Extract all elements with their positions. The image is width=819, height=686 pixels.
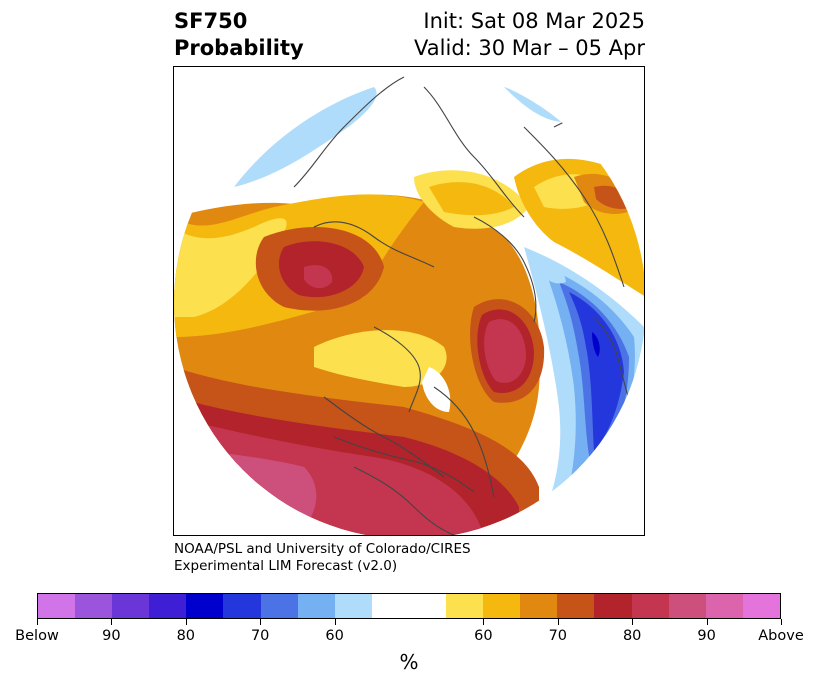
probability-contour (592, 332, 600, 357)
coastlines-borders (293, 76, 635, 535)
probability-contour (484, 319, 526, 383)
colorbar-unit: % (399, 650, 419, 674)
probability-contour (594, 185, 632, 210)
colorbar-bin (483, 594, 521, 618)
colorbar-bin (186, 594, 224, 618)
colorbar-tick-label: Above (758, 628, 804, 644)
probability-contour (304, 265, 333, 289)
colorbar-tick (111, 619, 113, 625)
probability-contour (422, 367, 451, 412)
probability-map (174, 67, 644, 535)
colorbar-tick-label: 80 (176, 628, 196, 644)
colorbar-tick-label: 90 (697, 628, 716, 644)
colorbar-tick (781, 619, 782, 625)
probability-contour (234, 87, 377, 187)
credit-line2: Experimental LIM Forecast (v2.0) (174, 558, 398, 574)
colorbar-tick-label: 60 (325, 628, 344, 644)
colorbar-bin (334, 594, 372, 618)
colorbar-bin (594, 594, 632, 618)
colorbar-bin (408, 594, 447, 618)
probability-contour (504, 87, 564, 122)
colorbar-tick-label: 70 (548, 628, 568, 644)
colorbar-bin (149, 594, 187, 618)
colorbar-tick (260, 619, 262, 625)
probability-contour (534, 260, 566, 284)
plot-title: SF750 Probability (174, 8, 304, 62)
colorbar-bin (297, 594, 335, 618)
colorbar-bin (631, 594, 669, 618)
colorbar (37, 593, 781, 619)
colorbar-bin (557, 594, 595, 618)
colorbar-bin (75, 594, 113, 618)
colorbar-tick (334, 619, 336, 625)
colorbar-bin (371, 594, 409, 618)
colorbar-tick-label: Below (15, 628, 59, 644)
colorbar-tick (557, 619, 559, 625)
colorbar-bin (260, 594, 298, 618)
colorbar-bin (705, 594, 743, 618)
probability-contour (429, 182, 514, 216)
colorbar-tick-label: 60 (474, 628, 493, 644)
probability-contour (174, 218, 287, 317)
probability-contour (569, 292, 624, 452)
colorbar-tick (185, 619, 187, 625)
credit-line1: NOAA/PSL and University of Colorado/CIRE… (174, 541, 471, 557)
colorbar-tick-label: 70 (250, 628, 270, 644)
colorbar-bin (38, 594, 76, 618)
probability-contour (314, 330, 447, 387)
valid-range: Valid: 30 Mar – 05 Apr (414, 36, 645, 60)
colorbar-tick (37, 619, 38, 625)
colorbar-tick (706, 619, 708, 625)
colorbar-tick-label: 80 (622, 628, 642, 644)
title-type: Probability (174, 36, 304, 60)
forecast-dates: Init: Sat 08 Mar 2025 Valid: 30 Mar – 05… (414, 8, 645, 62)
colorbar-bin (446, 594, 484, 618)
colorbar-bin (742, 594, 780, 618)
colorbar-tick (483, 619, 485, 625)
init-date: Init: Sat 08 Mar 2025 (423, 9, 645, 33)
map-panel (173, 66, 645, 536)
title-variable: SF750 (174, 9, 248, 33)
colorbar-tick-label: 90 (102, 628, 121, 644)
colorbar-tick (632, 619, 634, 625)
colorbar-bin (112, 594, 150, 618)
colorbar-bin (668, 594, 706, 618)
shaded-probability-field (174, 67, 644, 535)
colorbar-bin (520, 594, 558, 618)
colorbar-bin (223, 594, 261, 618)
data-credit: NOAA/PSL and University of Colorado/CIRE… (174, 541, 471, 575)
